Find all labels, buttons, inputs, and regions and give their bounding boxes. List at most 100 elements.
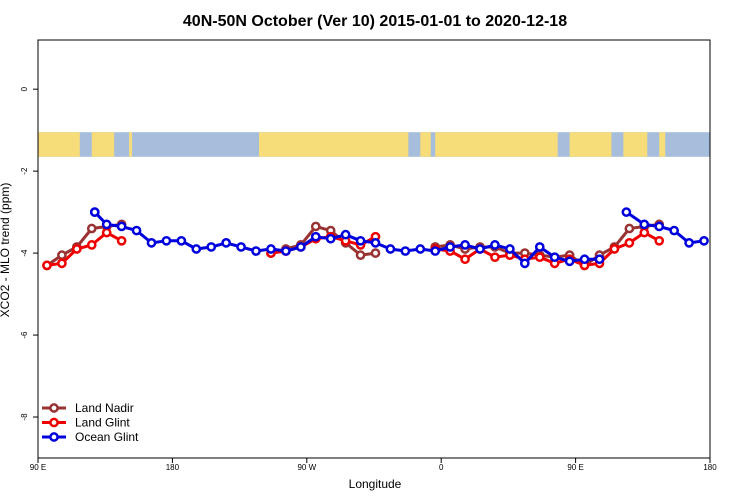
x-axis: 90 E 180 90 W 0 90 E 180 — [30, 458, 717, 472]
data-point — [415, 244, 426, 254]
world-map-strip — [38, 132, 710, 157]
y-tick-label: -8 — [20, 413, 29, 421]
data-point — [116, 235, 127, 246]
data-point — [609, 244, 620, 254]
land-mass — [129, 132, 133, 157]
data-point — [594, 254, 605, 265]
x-tick-label: 90 E — [30, 463, 46, 472]
data-point — [86, 240, 97, 250]
data-point — [370, 248, 381, 258]
data-point — [325, 233, 336, 244]
data-point — [161, 235, 172, 246]
data-point — [57, 258, 67, 269]
data-point — [191, 244, 202, 254]
data-point — [639, 227, 650, 238]
legend-label: Land Glint — [75, 416, 130, 430]
data-point — [266, 244, 276, 254]
legend-item: Land Glint — [42, 416, 130, 430]
legend-swatch-marker — [49, 417, 59, 428]
chart-title: 40N-50N October (Ver 10) 2015-01-01 to 2… — [183, 13, 567, 30]
legend-label: Land Nadir — [75, 401, 134, 415]
land-mass — [420, 132, 431, 157]
data-point — [146, 238, 157, 248]
data-point — [89, 207, 100, 217]
data-point — [355, 235, 366, 246]
land-mass — [435, 132, 558, 157]
x-tick-label: 90 W — [297, 463, 316, 472]
series-ocean-glint — [89, 207, 709, 269]
x-tick-label: 90 E — [567, 463, 583, 472]
data-point — [505, 244, 515, 254]
legend-swatch-marker — [49, 403, 59, 413]
legend-item: Land Nadir — [42, 401, 134, 415]
data-point — [669, 225, 680, 236]
data-point — [116, 221, 127, 232]
legend-item: Ocean Glint — [42, 430, 139, 444]
data-point — [490, 240, 500, 250]
y-tick-label: 0 — [20, 86, 29, 91]
y-tick-label: -4 — [20, 249, 29, 257]
land-mass — [659, 132, 666, 157]
data-point — [131, 225, 142, 236]
land-mass — [91, 132, 115, 157]
data-point — [42, 260, 52, 271]
data-point — [206, 242, 217, 252]
data-point — [310, 231, 321, 242]
legend-label: Ocean Glint — [75, 430, 139, 444]
data-point — [624, 238, 635, 248]
x-axis-label: Longitude — [349, 477, 402, 491]
land-mass — [623, 132, 648, 157]
data-point — [460, 254, 470, 265]
x-tick-label: 180 — [166, 463, 180, 472]
legend-swatch-marker — [49, 432, 59, 442]
data-point — [340, 229, 351, 240]
data-point — [534, 252, 545, 263]
data-point — [101, 227, 112, 238]
data-point — [519, 258, 530, 269]
data-point — [310, 221, 321, 232]
plot-frame — [37, 39, 711, 459]
data-point — [355, 250, 366, 260]
land-mass — [259, 132, 409, 157]
land-mass — [38, 132, 80, 157]
data-point — [579, 254, 590, 265]
data-point — [400, 246, 411, 256]
series-line — [435, 231, 660, 267]
data-point — [490, 252, 500, 263]
data-point — [699, 235, 709, 246]
data-point — [624, 223, 635, 234]
y-axis: 0 -2 -4 -6 -8 — [20, 86, 38, 421]
data-point — [86, 223, 97, 234]
data-point — [57, 250, 67, 260]
data-point — [101, 219, 112, 230]
data-point — [534, 242, 545, 252]
data-point — [684, 238, 694, 248]
y-tick-label: -6 — [20, 331, 29, 339]
land-mass — [569, 132, 612, 157]
data-point — [251, 246, 261, 256]
data-point — [430, 246, 441, 256]
data-point — [176, 235, 187, 246]
data-point — [385, 244, 396, 254]
data-point — [475, 244, 485, 254]
data-point — [654, 221, 665, 232]
y-tick-label: -2 — [20, 167, 29, 175]
data-point — [281, 246, 291, 256]
data-point — [639, 219, 650, 230]
data-point — [549, 252, 560, 263]
data-point — [621, 207, 632, 217]
x-tick-label: 0 — [439, 463, 444, 472]
x-tick-label: 180 — [703, 463, 717, 472]
data-point — [370, 238, 381, 248]
data-point — [221, 238, 232, 248]
data-point — [460, 240, 470, 250]
data-point — [71, 244, 82, 254]
data-point — [295, 242, 306, 252]
y-axis-label: XCO2 - MLO trend (ppm) — [0, 183, 12, 318]
data-point — [564, 256, 575, 267]
data-point — [654, 235, 665, 246]
data-point — [445, 242, 456, 252]
series-layer — [42, 207, 709, 271]
